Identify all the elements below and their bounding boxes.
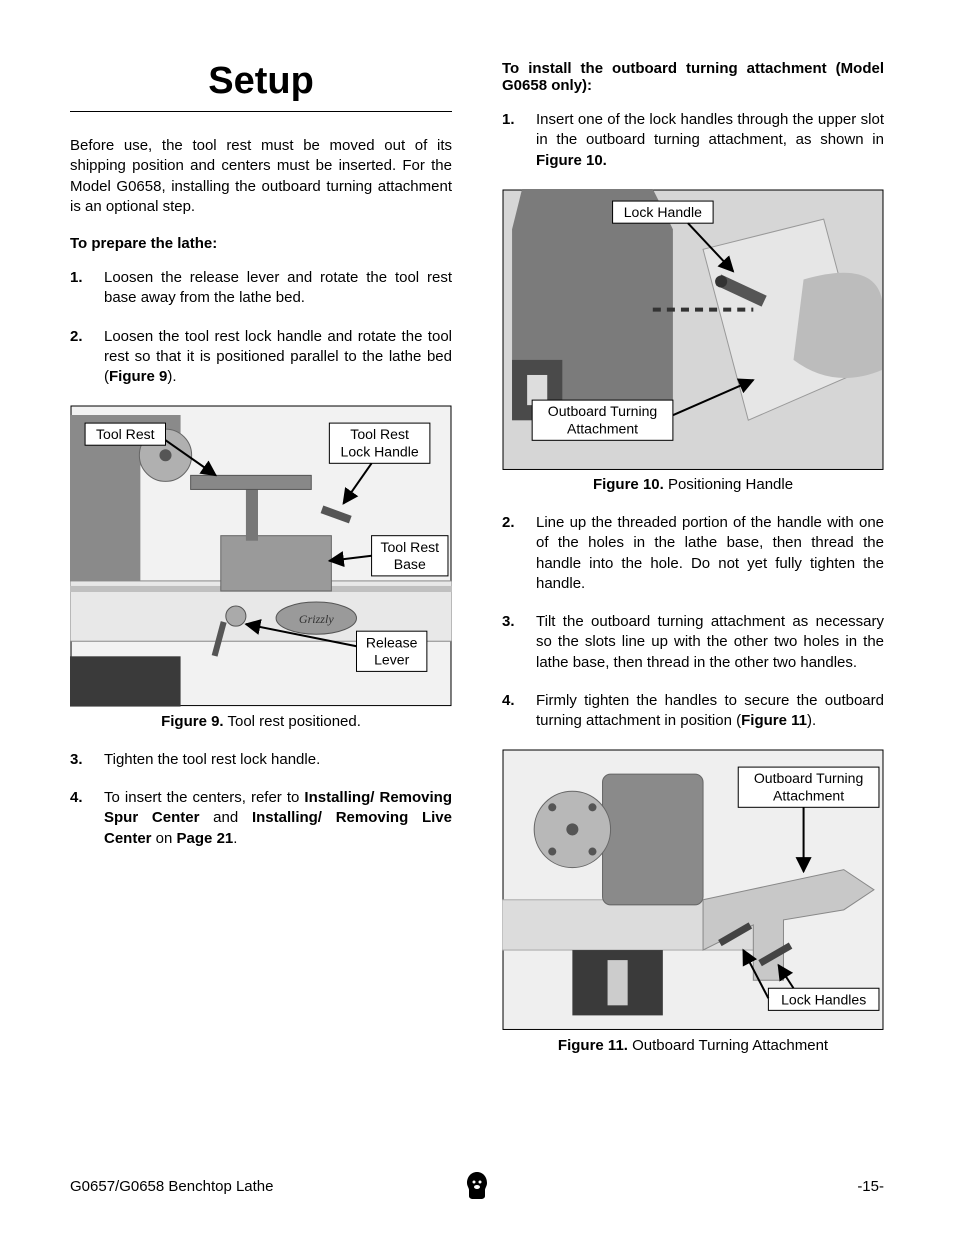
install-lead: To install the outboard turning attachme… [502, 60, 884, 94]
step-text: Firmly tighten the handles to secure the… [536, 691, 884, 732]
prepare-lead: To prepare the lathe: [70, 235, 452, 252]
fig11-label-attach-l1: Outboard Turning [754, 771, 863, 787]
step-r2: 2. Line up the threaded portion of the h… [502, 513, 884, 594]
install-steps-a: 1. Insert one of the lock handles throug… [502, 110, 884, 171]
step-number: 3. [70, 750, 104, 770]
step-r1: 1. Insert one of the lock handles throug… [502, 110, 884, 171]
figure-9-caption: Figure 9. Tool rest positioned. [70, 713, 452, 730]
step-r4: 4. Firmly tighten the handles to secure … [502, 691, 884, 732]
svg-text:Grizzly: Grizzly [299, 612, 334, 626]
step-number: 4. [502, 691, 536, 732]
right-column: To install the outboard turning attachme… [502, 60, 884, 1074]
step-2: 2. Loosen the tool rest lock handle and … [70, 327, 452, 388]
fig9-label-release-l2: Lever [374, 652, 409, 668]
figure-11: Outboard Turning Attachment Lock Handles [502, 749, 884, 1030]
step-number: 2. [502, 513, 536, 594]
step-number: 2. [70, 327, 104, 388]
step-text: Tighten the tool rest lock handle. [104, 750, 452, 770]
page: Setup Before use, the tool rest must be … [0, 0, 954, 1235]
step-text: Line up the threaded portion of the hand… [536, 513, 884, 594]
fig10-label-attach-l2: Attachment [567, 420, 638, 436]
fig11-label-lock: Lock Handles [781, 992, 866, 1008]
step-4: 4. To insert the centers, refer to Insta… [70, 788, 452, 849]
figure-9: Grizzly Tool Rest Tool Rest Lock Handle [70, 405, 452, 707]
step-text: Tilt the outboard turning attachment as … [536, 612, 884, 673]
step-text: Loosen the release lever and rotate the … [104, 268, 452, 309]
fig10-label-lock: Lock Handle [624, 204, 702, 220]
fig9-label-tool-rest: Tool Rest [96, 426, 155, 442]
step-number: 4. [70, 788, 104, 849]
fig9-label-base-l2: Base [394, 556, 426, 572]
page-title: Setup [70, 60, 452, 103]
figure-10-svg: Lock Handle Outboard Turning Attachment [502, 189, 884, 470]
step-number: 1. [502, 110, 536, 171]
fig11-label-attach-l2: Attachment [773, 788, 844, 804]
install-steps-b: 2. Line up the threaded portion of the h… [502, 513, 884, 731]
left-column: Setup Before use, the tool rest must be … [70, 60, 452, 1074]
fig9-label-base-l1: Tool Rest [380, 539, 439, 555]
page-footer: G0657/G0658 Benchtop Lathe -15- [70, 1178, 884, 1195]
footer-left: G0657/G0658 Benchtop Lathe [70, 1178, 274, 1195]
prepare-steps: 1. Loosen the release lever and rotate t… [70, 268, 452, 387]
fig9-label-lock-l1: Tool Rest [350, 426, 409, 442]
step-number: 1. [70, 268, 104, 309]
step-text: To insert the centers, refer to Installi… [104, 788, 452, 849]
figure-10-caption: Figure 10. Positioning Handle [502, 476, 884, 493]
step-1: 1. Loosen the release lever and rotate t… [70, 268, 452, 309]
figure-9-svg: Grizzly Tool Rest Tool Rest Lock Handle [70, 405, 452, 707]
step-r3: 3. Tilt the outboard turning attachment … [502, 612, 884, 673]
figure-11-svg: Outboard Turning Attachment Lock Handles [502, 749, 884, 1030]
step-number: 3. [502, 612, 536, 673]
fig9-label-lock-l2: Lock Handle [341, 444, 419, 460]
step-3: 3. Tighten the tool rest lock handle. [70, 750, 452, 770]
prepare-steps-cont: 3. Tighten the tool rest lock handle. 4.… [70, 750, 452, 849]
intro-paragraph: Before use, the tool rest must be moved … [70, 136, 452, 217]
fig9-label-release-l1: Release [366, 635, 418, 651]
figure-11-caption: Figure 11. Outboard Turning Attachment [502, 1037, 884, 1054]
figure-10: Lock Handle Outboard Turning Attachment [502, 189, 884, 470]
title-rule [70, 111, 452, 112]
columns: Setup Before use, the tool rest must be … [70, 60, 884, 1074]
fig10-label-attach-l1: Outboard Turning [548, 403, 657, 419]
footer-right: -15- [857, 1178, 884, 1195]
footer-logo-icon [462, 1170, 492, 1204]
step-text: Loosen the tool rest lock handle and rot… [104, 327, 452, 388]
step-text: Insert one of the lock handles through t… [536, 110, 884, 171]
